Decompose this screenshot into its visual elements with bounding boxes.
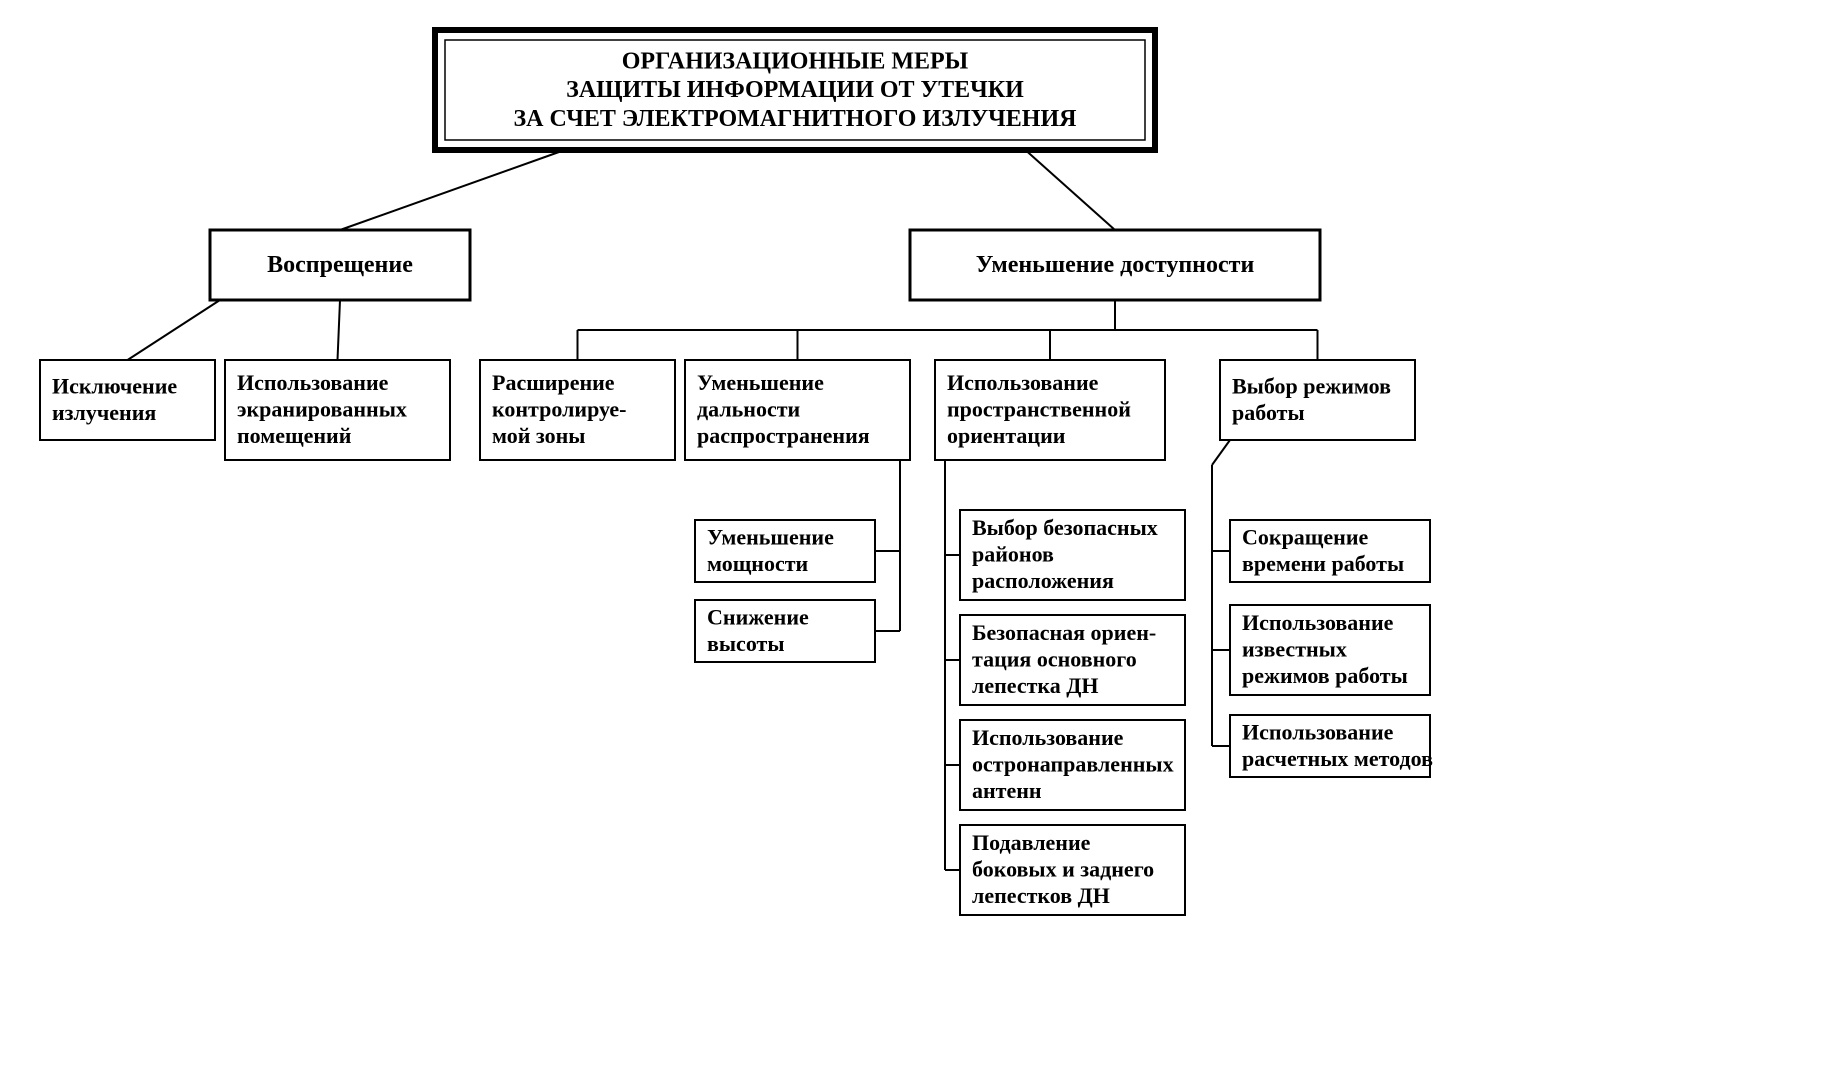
node-reduce_range-line0: Уменьшение: [697, 370, 824, 395]
node-safe_area: Выбор безопасныхрайоноврасположения: [960, 510, 1185, 600]
node-safe_area-line2: расположения: [972, 568, 1114, 593]
node-suppress-line0: Подавление: [972, 830, 1091, 855]
node-reduce_time-line0: Сокращение: [1242, 524, 1368, 549]
node-reduce_time-line1: времени работы: [1242, 551, 1404, 576]
node-calc_methods-line1: расчетных методов: [1242, 746, 1433, 771]
node-excl_rad-line0: Исключение: [52, 373, 177, 398]
node-spatial-line2: ориентации: [947, 423, 1066, 448]
node-excl_rad-line1: излучения: [52, 400, 156, 425]
node-reduce_range-line1: дальности: [697, 397, 801, 422]
node-spatial-line1: пространственной: [947, 397, 1131, 422]
node-calc_methods: Использованиерасчетных методов: [1230, 715, 1433, 777]
node-expand_zone-line2: мой зоны: [492, 423, 585, 448]
node-directional-line0: Использование: [972, 725, 1124, 750]
node-expand_zone-line1: контролируе-: [492, 397, 626, 422]
node-power_down: Уменьшениемощности: [695, 520, 875, 582]
org-measures-diagram: ОРГАНИЗАЦИОННЫЕ МЕРЫ ЗАЩИТЫ ИНФОРМАЦИИ ОТ…: [0, 0, 1831, 1088]
node-calc_methods-line0: Использование: [1242, 719, 1394, 744]
node-reduce_time: Сокращениевремени работы: [1230, 520, 1430, 582]
node-shielded-line2: помещений: [237, 423, 352, 448]
node-height_down-line1: высоты: [707, 631, 785, 656]
node-height_down: Снижениевысоты: [695, 600, 875, 662]
node-directional-line1: остронаправленных: [972, 752, 1174, 777]
node-prohibit: Воспрещение: [210, 230, 470, 300]
node-safe_area-line0: Выбор безопасных: [972, 515, 1158, 540]
node-reduce_range: Уменьшениедальностираспространения: [685, 360, 910, 460]
node-suppress-line1: боковых и заднего: [972, 857, 1154, 882]
node-modes-line0: Выбор режимов: [1232, 373, 1391, 398]
node-root-line1: ЗАЩИТЫ ИНФОРМАЦИИ ОТ УТЕЧКИ: [566, 77, 1024, 103]
node-prohibit-line0: Воспрещение: [267, 252, 413, 278]
node-safe_area-line1: районов: [972, 542, 1054, 567]
node-spatial-line0: Использование: [947, 370, 1099, 395]
node-shielded-line1: экранированных: [237, 397, 407, 422]
node-modes-line1: работы: [1232, 400, 1305, 425]
node-safe_orient-line2: лепестка ДН: [972, 673, 1098, 698]
node-safe_orient: Безопасная ориен-тация основноголепестка…: [960, 615, 1185, 705]
node-safe_orient-line1: тация основного: [972, 647, 1137, 672]
node-known_modes: Использованиеизвестныхрежимов работы: [1230, 605, 1430, 695]
node-known_modes-line1: известных: [1242, 637, 1347, 662]
node-known_modes-line0: Использование: [1242, 610, 1394, 635]
node-root: ОРГАНИЗАЦИОННЫЕ МЕРЫ ЗАЩИТЫ ИНФОРМАЦИИ ОТ…: [435, 30, 1155, 150]
node-reduce_range-line2: распространения: [697, 423, 870, 448]
node-height_down-line0: Снижение: [707, 604, 809, 629]
node-safe_orient-line0: Безопасная ориен-: [972, 620, 1156, 645]
node-directional: Использованиеостронаправленныхантенн: [960, 720, 1185, 810]
node-known_modes-line2: режимов работы: [1242, 663, 1408, 688]
node-directional-line2: антенн: [972, 778, 1042, 803]
node-spatial: Использованиепространственнойориентации: [935, 360, 1165, 460]
node-suppress-line2: лепестков ДН: [972, 883, 1110, 908]
node-shielded: Использованиеэкранированныхпомещений: [225, 360, 450, 460]
node-reduce-line0: Уменьшение доступности: [976, 252, 1255, 278]
node-excl_rad: Исключениеизлучения: [40, 360, 215, 440]
node-expand_zone: Расширениеконтролируе-мой зоны: [480, 360, 675, 460]
node-power_down-line0: Уменьшение: [707, 524, 834, 549]
node-expand_zone-line0: Расширение: [492, 370, 615, 395]
node-shielded-line0: Использование: [237, 370, 389, 395]
node-power_down-line1: мощности: [707, 551, 809, 576]
node-root-line2: ЗА СЧЕТ ЭЛЕКТРОМАГНИТНОГО ИЗЛУЧЕНИЯ: [514, 106, 1077, 132]
node-suppress: Подавлениебоковых и заднеголепестков ДН: [960, 825, 1185, 915]
node-modes: Выбор режимовработы: [1220, 360, 1415, 440]
node-reduce: Уменьшение доступности: [910, 230, 1320, 300]
node-root-line0: ОРГАНИЗАЦИОННЫЕ МЕРЫ: [622, 48, 969, 74]
